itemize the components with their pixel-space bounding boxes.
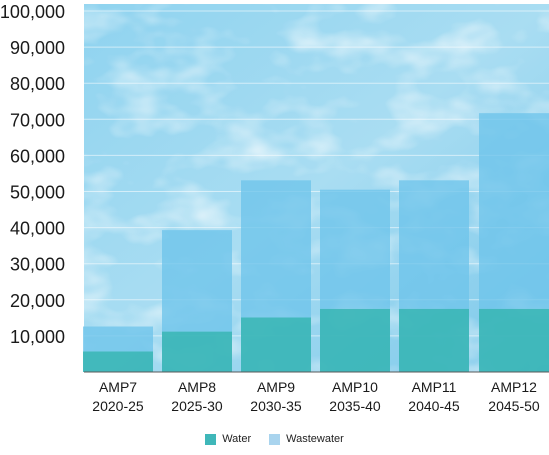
bar-water xyxy=(162,331,232,372)
x-tick-label: AMP7 xyxy=(99,379,137,395)
bar-water xyxy=(241,317,311,372)
x-tick-label: AMP8 xyxy=(178,379,216,395)
y-tick-label: 10,000 xyxy=(10,327,65,347)
y-tick-label: 40,000 xyxy=(10,219,65,239)
bar-water xyxy=(320,308,390,372)
legend-label-water: Water xyxy=(222,433,252,445)
x-axis-ticks: AMP7 2020-25 AMP8 2025-30 AMP9 2030-35 AMP10 20… xyxy=(92,379,540,414)
x-tick-label: AMP9 xyxy=(257,379,295,395)
y-tick-label: 20,000 xyxy=(10,291,65,311)
x-tick-label: AMP11 xyxy=(412,379,457,395)
y-tick-label: 100,000 xyxy=(0,2,65,22)
x-tick-sublabel: 2020-25 xyxy=(92,398,144,414)
y-tick-label: 60,000 xyxy=(10,146,65,166)
y-tick-label: 50,000 xyxy=(10,183,65,203)
legend: Water Wastewater xyxy=(0,433,549,445)
legend-item-water: Water xyxy=(205,433,251,445)
bar-water xyxy=(83,351,153,372)
legend-swatch-wastewater xyxy=(269,433,281,445)
x-tick-sublabel: 2030-35 xyxy=(250,398,302,414)
x-tick-sublabel: 2025-30 xyxy=(171,398,223,414)
legend-label-wastewater: Wastewater xyxy=(286,433,344,445)
bar-wastewater xyxy=(399,180,469,309)
x-tick-label: AMP10 xyxy=(332,379,378,395)
x-tick-sublabel: 2040-45 xyxy=(408,398,460,414)
bar-wastewater xyxy=(83,326,153,352)
bar-water xyxy=(399,308,469,372)
bar-wastewater xyxy=(241,180,311,318)
bars xyxy=(83,113,549,372)
bar-wastewater xyxy=(479,113,549,309)
bar-wastewater xyxy=(320,189,390,309)
gridlines xyxy=(84,10,549,337)
x-tick-sublabel: 2045-50 xyxy=(488,398,540,414)
x-tick-sublabel: 2035-40 xyxy=(329,398,381,414)
y-tick-label: 80,000 xyxy=(10,74,65,94)
water-texture xyxy=(84,4,549,372)
legend-item-wastewater: Wastewater xyxy=(269,433,344,445)
plot-background xyxy=(84,4,549,372)
y-tick-label: 90,000 xyxy=(10,38,65,58)
x-tick-label: AMP12 xyxy=(491,379,537,395)
y-axis-ticks: 10,000 20,000 30,000 40,000 50,000 60,000 70,0… xyxy=(0,2,65,347)
legend-swatch-water xyxy=(205,433,217,445)
bar-wastewater xyxy=(162,230,232,332)
y-tick-label: 30,000 xyxy=(10,255,65,275)
bar-water xyxy=(479,308,549,372)
y-tick-label: 70,000 xyxy=(10,110,65,130)
